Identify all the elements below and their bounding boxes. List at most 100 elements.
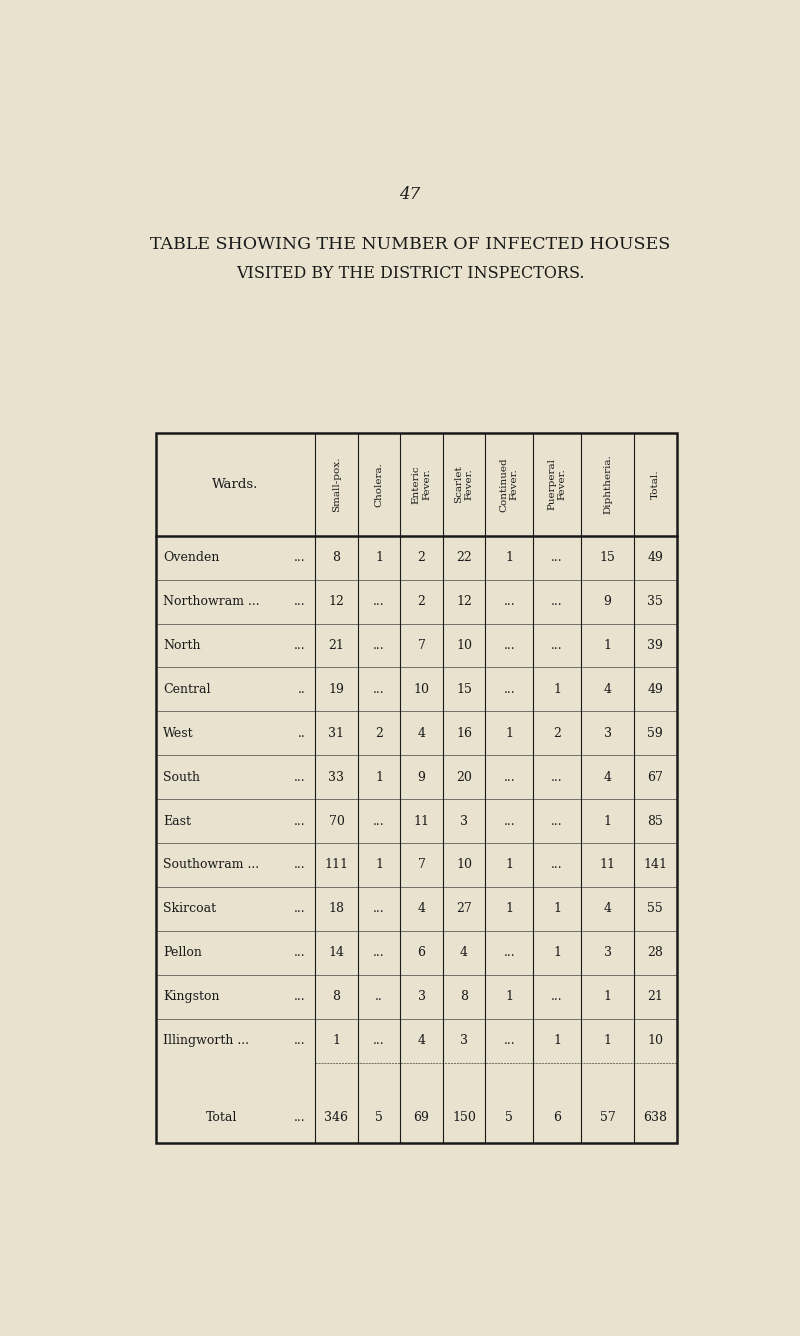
Text: 11: 11 [599, 859, 615, 871]
Text: 22: 22 [456, 552, 472, 564]
Text: Pellon: Pellon [163, 946, 202, 959]
Text: 11: 11 [414, 815, 430, 827]
Text: 4: 4 [418, 902, 426, 915]
Text: TABLE SHOWING THE NUMBER OF INFECTED HOUSES: TABLE SHOWING THE NUMBER OF INFECTED HOU… [150, 236, 670, 254]
Text: 150: 150 [452, 1110, 476, 1124]
Text: 3: 3 [418, 990, 426, 1003]
Text: 1: 1 [506, 859, 514, 871]
Text: 8: 8 [333, 552, 341, 564]
Text: Wards.: Wards. [212, 478, 258, 490]
Text: ...: ... [373, 683, 385, 696]
Text: 39: 39 [647, 639, 663, 652]
Text: Ovenden: Ovenden [163, 552, 220, 564]
Text: ..: .. [298, 727, 306, 740]
Text: ...: ... [503, 1034, 515, 1047]
Text: 1: 1 [603, 1034, 611, 1047]
Text: ...: ... [373, 595, 385, 608]
Text: 59: 59 [647, 727, 663, 740]
Text: North: North [163, 639, 201, 652]
Text: East: East [163, 815, 191, 827]
Text: 638: 638 [643, 1110, 667, 1124]
Text: 20: 20 [456, 771, 472, 784]
Text: 9: 9 [418, 771, 426, 784]
Text: Diphtheria.: Diphtheria. [603, 454, 612, 514]
Text: Kingston: Kingston [163, 990, 220, 1003]
Text: 5: 5 [506, 1110, 513, 1124]
Text: 12: 12 [329, 595, 345, 608]
Text: 3: 3 [603, 946, 611, 959]
Text: Northowram ...: Northowram ... [163, 595, 260, 608]
Text: 10: 10 [647, 1034, 663, 1047]
Text: 1: 1 [553, 683, 561, 696]
Text: 35: 35 [647, 595, 663, 608]
Text: 6: 6 [553, 1110, 561, 1124]
Text: ...: ... [294, 771, 306, 784]
Text: 4: 4 [603, 683, 611, 696]
Text: Skircoat: Skircoat [163, 902, 216, 915]
Text: Scarlet
Fever.: Scarlet Fever. [454, 465, 474, 504]
Text: 2: 2 [375, 727, 383, 740]
Text: 3: 3 [603, 727, 611, 740]
Text: ...: ... [551, 595, 563, 608]
Text: ..: .. [375, 990, 383, 1003]
Text: 49: 49 [647, 683, 663, 696]
Text: 15: 15 [599, 552, 615, 564]
Text: ...: ... [373, 902, 385, 915]
Text: ...: ... [294, 946, 306, 959]
Text: 1: 1 [375, 552, 383, 564]
Text: 346: 346 [325, 1110, 349, 1124]
Text: 4: 4 [418, 727, 426, 740]
Text: 2: 2 [418, 595, 426, 608]
Text: Illingworth ...: Illingworth ... [163, 1034, 250, 1047]
Text: 1: 1 [506, 902, 514, 915]
Text: 2: 2 [553, 727, 561, 740]
Text: 18: 18 [329, 902, 345, 915]
Text: 67: 67 [647, 771, 663, 784]
Text: ...: ... [551, 990, 563, 1003]
Text: 10: 10 [414, 683, 430, 696]
Text: VISITED BY THE DISTRICT INSPECTORS.: VISITED BY THE DISTRICT INSPECTORS. [236, 265, 584, 282]
Text: Central: Central [163, 683, 210, 696]
Text: ...: ... [503, 595, 515, 608]
Text: 7: 7 [418, 639, 426, 652]
Text: 4: 4 [418, 1034, 426, 1047]
Text: 4: 4 [460, 946, 468, 959]
Text: ...: ... [373, 815, 385, 827]
Text: 47: 47 [399, 186, 421, 203]
Text: 1: 1 [603, 990, 611, 1003]
Text: ...: ... [503, 815, 515, 827]
Text: ...: ... [294, 859, 306, 871]
Text: ..: .. [298, 683, 306, 696]
Text: 12: 12 [456, 595, 472, 608]
Text: 4: 4 [603, 771, 611, 784]
Text: 55: 55 [647, 902, 663, 915]
Text: 69: 69 [414, 1110, 430, 1124]
Text: 33: 33 [329, 771, 345, 784]
Text: 1: 1 [375, 771, 383, 784]
Text: 1: 1 [506, 727, 514, 740]
Text: ...: ... [503, 771, 515, 784]
Text: 21: 21 [647, 990, 663, 1003]
Text: 5: 5 [375, 1110, 383, 1124]
Text: Total: Total [206, 1110, 237, 1124]
Text: 31: 31 [329, 727, 345, 740]
Text: West: West [163, 727, 194, 740]
Text: ...: ... [294, 1034, 306, 1047]
Text: 1: 1 [333, 1034, 341, 1047]
Text: 1: 1 [553, 902, 561, 915]
Text: 1: 1 [553, 946, 561, 959]
Text: ...: ... [503, 639, 515, 652]
Text: ...: ... [294, 815, 306, 827]
Text: 9: 9 [603, 595, 611, 608]
Text: ...: ... [373, 639, 385, 652]
Text: 21: 21 [329, 639, 345, 652]
Text: 19: 19 [329, 683, 345, 696]
Text: 70: 70 [329, 815, 345, 827]
Text: Cholera.: Cholera. [374, 462, 383, 506]
Text: 1: 1 [375, 859, 383, 871]
Text: ...: ... [294, 639, 306, 652]
Text: 3: 3 [460, 1034, 468, 1047]
Text: ...: ... [294, 902, 306, 915]
Text: ...: ... [294, 1110, 306, 1124]
Text: 49: 49 [647, 552, 663, 564]
